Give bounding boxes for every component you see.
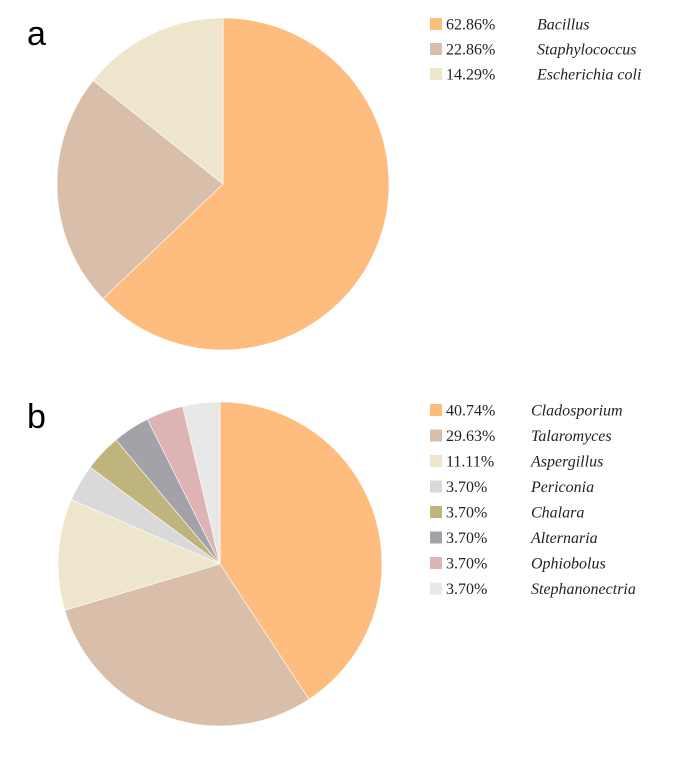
legend-percent-a-escherichia-coli: 14.29% <box>446 67 495 84</box>
legend-swatch-b-periconia <box>430 480 442 493</box>
legend-swatch-b-cladosporium <box>430 404 442 416</box>
legend-swatch-a-staphylococcus <box>430 43 442 55</box>
legend-percent-b-chalara: 3.70% <box>446 505 487 522</box>
panel-b-letter: b <box>27 398 46 436</box>
pie-slice-b-stephanonectria <box>182 401 221 565</box>
legend-percent-b-stephanonectria: 3.70% <box>446 581 487 598</box>
panel-b: b 40.74% Cladosporium 29.63% Talaromyces 11.… <box>27 398 636 727</box>
legend-percent-b-ophiobolus: 3.70% <box>446 556 487 573</box>
legend-percent-a-bacillus: 62.86% <box>446 17 495 34</box>
legend-swatch-b-talaromyces <box>430 429 442 442</box>
legend-label-a-staphylococcus: Staphylococcus <box>537 42 637 59</box>
pie-chart-b <box>57 401 383 727</box>
legend-a: 62.86% Bacillus 22.86% Staphylococcus 14.29%… <box>430 17 641 84</box>
legend-label-b-ophiobolus: Ophiobolus <box>531 556 606 573</box>
pie-slice-a-escherichia-coli <box>92 17 224 185</box>
legend-swatch-b-aspergillus <box>430 455 442 467</box>
legend-swatch-a-bacillus <box>430 18 442 30</box>
pie-slice-b-aspergillus <box>57 499 221 611</box>
legend-percent-b-cladosporium: 40.74% <box>446 403 495 420</box>
legend-percent-b-aspergillus: 11.11% <box>446 454 494 471</box>
pie-slice-b-talaromyces <box>64 563 310 727</box>
legend-label-b-aspergillus: Aspergillus <box>530 454 603 471</box>
legend-label-b-stephanonectria: Stephanonectria <box>531 581 636 598</box>
pie-slice-b-cladosporium <box>219 401 383 700</box>
panel-a-letter: a <box>27 15 46 53</box>
legend-label-a-bacillus: Bacillus <box>537 17 589 34</box>
legend-b: 40.74% Cladosporium 29.63% Talaromyces 11.11… <box>430 403 636 598</box>
legend-percent-b-alternaria: 3.70% <box>446 530 487 547</box>
legend-swatch-b-ophiobolus <box>430 557 442 569</box>
legend-percent-b-talaromyces: 29.63% <box>446 428 495 445</box>
legend-label-b-chalara: Chalara <box>531 505 584 522</box>
legend-label-b-alternaria: Alternaria <box>530 530 598 547</box>
legend-label-a-escherichia-coli: Escherichia coli <box>536 67 641 84</box>
legend-swatch-b-stephanonectria <box>430 582 442 595</box>
legend-swatch-a-escherichia-coli <box>430 68 442 80</box>
legend-label-b-cladosporium: Cladosporium <box>531 403 623 420</box>
legend-label-b-periconia: Periconia <box>530 479 594 496</box>
pie-slice-a-staphylococcus <box>56 80 224 300</box>
pie-slice-a-bacillus <box>102 17 390 351</box>
legend-label-b-talaromyces: Talaromyces <box>531 428 612 445</box>
panel-a: a 62.86% Bacillus 22.86% Staphylococcus 14.2… <box>27 15 641 351</box>
legend-swatch-b-chalara <box>430 506 442 518</box>
legend-percent-b-periconia: 3.70% <box>446 479 487 496</box>
legend-percent-a-staphylococcus: 22.86% <box>446 42 495 59</box>
legend-swatch-b-alternaria <box>430 531 442 544</box>
pie-chart-a <box>56 17 390 351</box>
